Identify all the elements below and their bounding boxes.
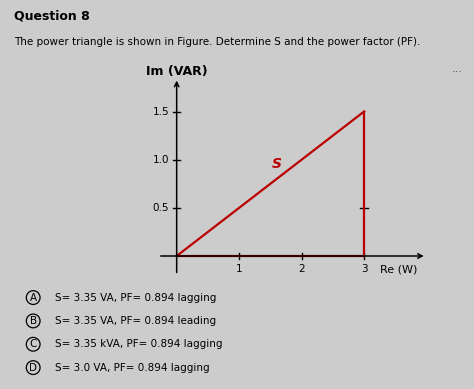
Text: ...: ...	[451, 64, 462, 74]
Text: Question 8: Question 8	[14, 10, 90, 23]
Text: 0.5: 0.5	[153, 203, 169, 213]
Text: A: A	[29, 293, 37, 303]
Text: S= 3.35 kVA, PF= 0.894 lagging: S= 3.35 kVA, PF= 0.894 lagging	[55, 339, 222, 349]
Text: 1.0: 1.0	[153, 155, 169, 165]
Text: B: B	[29, 316, 37, 326]
Text: D: D	[29, 363, 37, 373]
Text: 1: 1	[236, 264, 243, 274]
Text: S= 3.0 VA, PF= 0.894 lagging: S= 3.0 VA, PF= 0.894 lagging	[55, 363, 209, 373]
Text: S: S	[272, 158, 282, 172]
Text: C: C	[29, 339, 37, 349]
Text: Im (VAR): Im (VAR)	[146, 65, 208, 78]
Text: 3: 3	[361, 264, 367, 274]
Text: The power triangle is shown in Figure. Determine S and the power factor (PF).: The power triangle is shown in Figure. D…	[14, 37, 420, 47]
Text: Re (W): Re (W)	[380, 265, 417, 275]
Text: S= 3.35 VA, PF= 0.894 lagging: S= 3.35 VA, PF= 0.894 lagging	[55, 293, 216, 303]
Text: 1.5: 1.5	[153, 107, 169, 117]
Text: S= 3.35 VA, PF= 0.894 leading: S= 3.35 VA, PF= 0.894 leading	[55, 316, 216, 326]
Text: 2: 2	[298, 264, 305, 274]
